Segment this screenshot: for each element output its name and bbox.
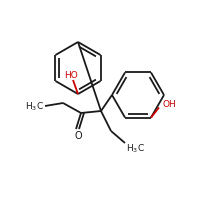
Text: O: O [74, 131, 82, 141]
Text: HO: HO [64, 71, 78, 79]
Text: H$_3$C: H$_3$C [25, 101, 43, 113]
Text: OH: OH [162, 100, 176, 109]
Text: H$_3$C: H$_3$C [126, 143, 144, 155]
